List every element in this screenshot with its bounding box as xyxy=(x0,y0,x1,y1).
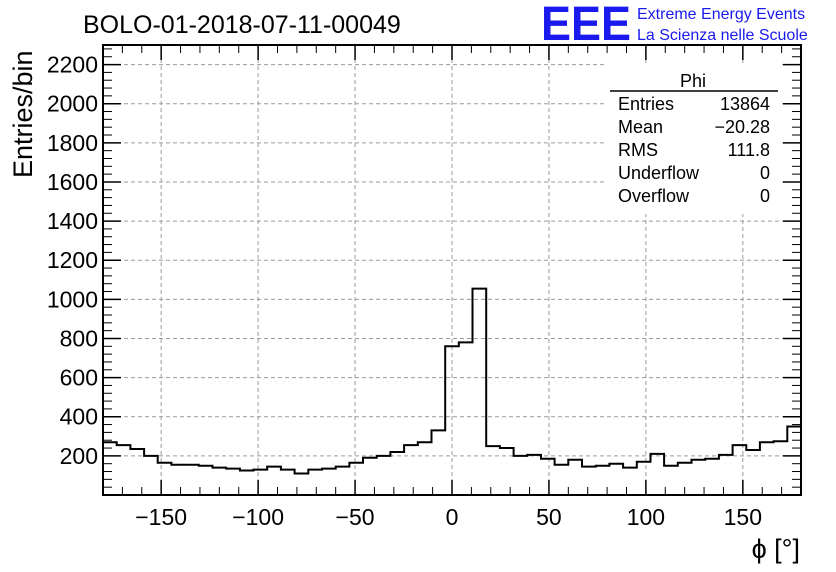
eee-logo-mark: EEE xyxy=(541,0,631,51)
eee-logo: EEE Extreme Energy Events La Scienza nel… xyxy=(541,0,808,51)
x-tick-label: 100 xyxy=(627,504,665,530)
stats-rms-value: 111.8 xyxy=(728,140,770,160)
y-tick-label: 1800 xyxy=(47,130,98,156)
y-tick-label: 200 xyxy=(60,443,98,469)
y-tick-label: 1200 xyxy=(47,247,98,273)
stats-entries-value: 13864 xyxy=(720,94,770,114)
y-tick-label: 800 xyxy=(60,325,98,351)
x-tick-label: −50 xyxy=(336,504,375,530)
stats-box: Phi Entries 13864 Mean −20.28 RMS 111.8 … xyxy=(606,64,781,214)
logo-line-1: Extreme Energy Events xyxy=(637,6,805,23)
y-tick-label: 2000 xyxy=(47,91,98,117)
stats-underflow-value: 0 xyxy=(760,163,770,183)
x-tick-label: 0 xyxy=(446,504,459,530)
x-tick-label: 150 xyxy=(724,504,762,530)
y-tick-label: 1600 xyxy=(47,169,98,195)
stats-rms-label: RMS xyxy=(618,140,658,160)
stats-mean-value: −20.28 xyxy=(714,117,770,137)
x-tick-label: −150 xyxy=(135,504,187,530)
plot-frame xyxy=(102,44,802,496)
stats-mean-label: Mean xyxy=(618,117,663,137)
stats-box-background xyxy=(606,64,781,214)
y-tick-label: 600 xyxy=(60,365,98,391)
y-axis-label: Entries/bin xyxy=(8,50,38,178)
y-tick-label: 2200 xyxy=(47,52,98,78)
stats-underflow-label: Underflow xyxy=(618,163,700,183)
histogram-series xyxy=(103,287,801,475)
y-tick-labels: 200 400 600 800 1000 1200 1400 1600 1800 2000 2200 xyxy=(47,52,98,469)
stats-entries-label: Entries xyxy=(618,94,674,114)
x-tick-labels: −150 −100 −50 0 50 100 150 xyxy=(135,504,762,530)
y-tick-label: 400 xyxy=(60,404,98,430)
chart-title: BOLO-01-2018-07-11-00049 xyxy=(83,11,401,39)
stats-overflow-value: 0 xyxy=(760,186,770,206)
stats-overflow-label: Overflow xyxy=(618,186,690,206)
x-tick-label: 50 xyxy=(536,504,562,530)
logo-line-2: La Scienza nelle Scuole xyxy=(637,27,808,44)
x-axis-label: ϕ [°] xyxy=(752,534,800,564)
x-tick-label: −100 xyxy=(232,504,284,530)
y-tick-label: 1000 xyxy=(47,286,98,312)
stats-box-title: Phi xyxy=(680,71,706,91)
y-tick-label: 1400 xyxy=(47,208,98,234)
